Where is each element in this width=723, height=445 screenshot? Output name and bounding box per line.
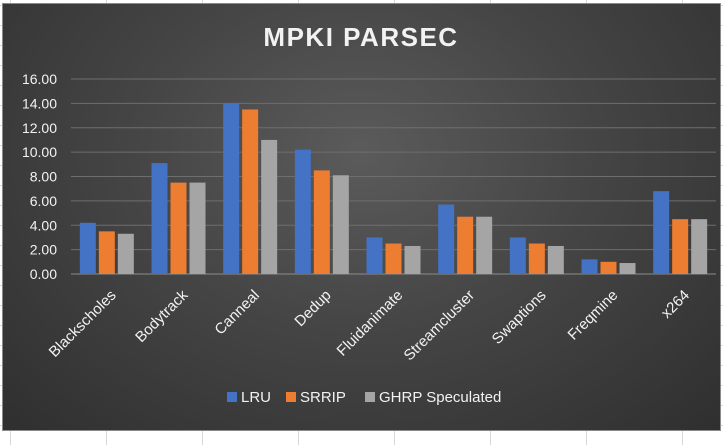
x-tick-label: x264	[658, 287, 693, 322]
y-axis-ticks: 0.00 2.00 4.00 6.00 8.00 10.00 12.00 14.00 16.00	[22, 71, 57, 282]
x-tick-label: Fluidanimate	[334, 287, 407, 360]
legend-label: LRU	[241, 389, 271, 406]
x-tick-label: Dedup	[291, 287, 334, 330]
bar-ghrp-speculated	[547, 245, 564, 274]
bar-srrip	[600, 261, 617, 274]
bar-ghrp-speculated	[476, 216, 493, 274]
gridlines	[71, 78, 716, 275]
x-tick-label: Blackscholes	[46, 287, 120, 361]
bar-srrip	[98, 231, 115, 274]
y-tick-label: 12.00	[22, 120, 57, 136]
bar-srrip	[385, 243, 402, 274]
bar-ghrp-speculated	[619, 263, 636, 274]
bar-ghrp-speculated	[691, 219, 708, 274]
bar-srrip	[170, 182, 187, 274]
bar-ghrp-speculated	[261, 139, 278, 274]
x-tick-label: Swaptions	[489, 287, 550, 348]
legend-swatch	[286, 392, 296, 402]
bar-lru	[366, 237, 383, 274]
bar-srrip	[672, 219, 689, 274]
bar-ghrp-speculated	[332, 175, 349, 274]
y-tick-label: 4.00	[30, 217, 57, 233]
y-tick-label: 0.00	[30, 266, 57, 282]
bars	[79, 103, 708, 274]
bar-lru	[509, 237, 526, 274]
legend-swatch	[365, 392, 375, 402]
x-tick-label: Streamcluster	[401, 287, 478, 364]
legend-swatch	[227, 392, 237, 402]
bar-lru	[151, 163, 168, 274]
chart-area[interactable]: MPKI PARSEC 0.00 2.00 4.00 6.00 8.00 10.00 12.…	[2, 3, 721, 431]
legend-label: GHRP Speculated	[379, 389, 501, 406]
bar-ghrp-speculated	[404, 245, 421, 274]
bar-lru	[653, 191, 670, 274]
bar-lru	[438, 204, 455, 274]
bar-lru	[581, 259, 598, 274]
x-tick-label: Freqmine	[565, 287, 622, 344]
y-tick-label: 2.00	[30, 242, 57, 258]
bar-lru	[223, 103, 240, 274]
bar-ghrp-speculated	[117, 233, 134, 274]
y-tick-label: 8.00	[30, 169, 57, 185]
bar-ghrp-speculated	[189, 182, 206, 274]
bar-srrip	[242, 109, 259, 274]
x-axis-ticks: Blackscholes Bodytrack Canneal DedupFluidan…	[46, 286, 693, 364]
bar-srrip	[457, 216, 474, 274]
y-tick-label: 16.00	[22, 71, 57, 87]
chart-canvas: MPKI PARSEC 0.00 2.00 4.00 6.00 8.00 10.00 12.…	[22, 22, 716, 406]
y-tick-label: 14.00	[22, 95, 57, 111]
bar-lru	[79, 222, 96, 274]
x-tick-label: Canneal	[211, 287, 263, 339]
bar-srrip	[313, 170, 330, 274]
legend: LRU SRRIP GHRP Speculated	[227, 389, 501, 406]
y-tick-label: 10.00	[22, 144, 57, 160]
y-tick-label: 6.00	[30, 193, 57, 209]
bar-srrip	[528, 243, 545, 274]
legend-label: SRRIP	[300, 389, 346, 406]
chart-title: MPKI PARSEC	[263, 22, 458, 52]
bar-lru	[294, 149, 311, 274]
x-tick-label: Bodytrack	[132, 286, 192, 346]
